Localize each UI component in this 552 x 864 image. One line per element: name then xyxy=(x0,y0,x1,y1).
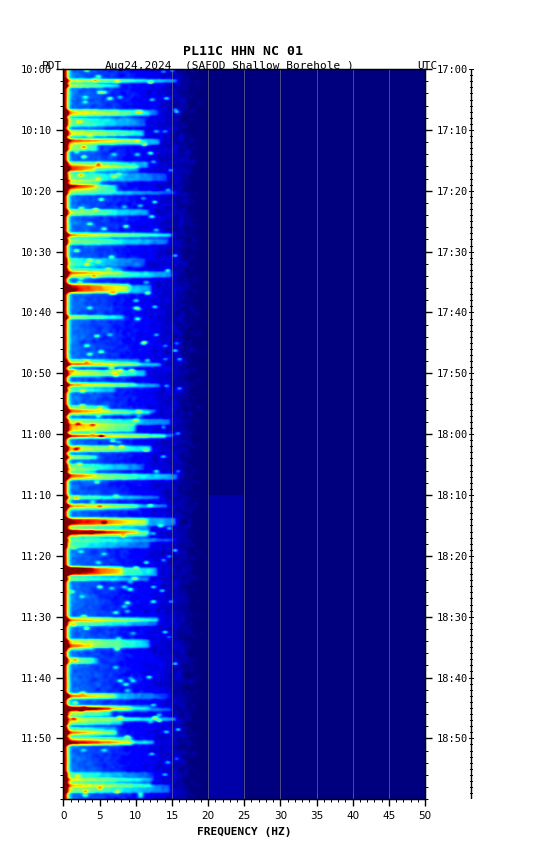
Text: UTC: UTC xyxy=(417,60,437,71)
Text: Aug24,2024: Aug24,2024 xyxy=(105,60,172,71)
Text: (SAFOD Shallow Borehole ): (SAFOD Shallow Borehole ) xyxy=(185,60,354,71)
Text: PDT: PDT xyxy=(41,60,62,71)
Text: PL11C HHN NC 01: PL11C HHN NC 01 xyxy=(183,45,303,58)
X-axis label: FREQUENCY (HZ): FREQUENCY (HZ) xyxy=(197,827,291,836)
